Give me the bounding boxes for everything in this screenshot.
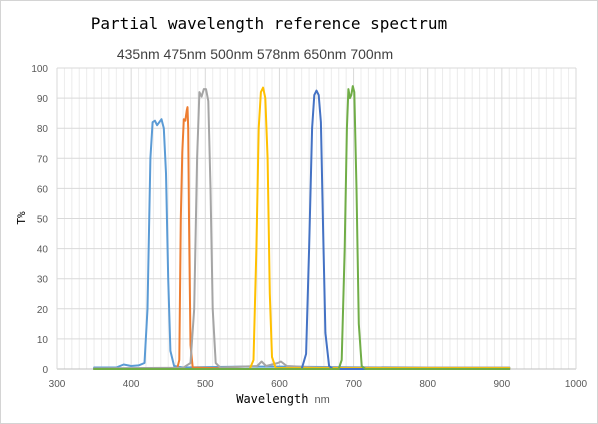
y-tick-label: 50 bbox=[37, 215, 49, 226]
y-axis-title: T% bbox=[15, 211, 28, 225]
y-tick-label: 80 bbox=[37, 124, 49, 135]
y-tick-label: 40 bbox=[37, 245, 49, 256]
y-tick-label: 60 bbox=[37, 184, 49, 195]
y-tick-label: 100 bbox=[31, 64, 48, 75]
x-tick-label: 800 bbox=[419, 379, 436, 390]
x-tick-label: 900 bbox=[494, 379, 511, 390]
chart-subtitle: 435nm 475nm 500nm 578nm 650nm 700nm bbox=[117, 46, 393, 62]
x-axis-label: Wavelength bbox=[236, 392, 308, 406]
series-group bbox=[93, 85, 511, 370]
x-tick-label: 500 bbox=[197, 379, 214, 390]
y-tick-label: 10 bbox=[37, 335, 49, 346]
y-tick-label: 0 bbox=[42, 365, 48, 376]
series-line-3 bbox=[93, 88, 511, 370]
x-tick-label: 400 bbox=[123, 379, 140, 390]
x-axis-title: Wavelength nm bbox=[236, 392, 330, 406]
x-tick-label: 700 bbox=[345, 379, 362, 390]
chart-title: Partial wavelength reference spectrum bbox=[91, 14, 447, 33]
axes: 0 10 20 30 40 50 60 70 80 90 100 300 400 500 600 700 800… bbox=[31, 64, 587, 390]
y-tick-label: 30 bbox=[37, 275, 49, 286]
grid bbox=[56, 67, 577, 370]
series-line-2 bbox=[93, 106, 511, 370]
x-tick-label: 600 bbox=[271, 379, 288, 390]
series-line-4 bbox=[93, 86, 511, 370]
x-tick-label: 1000 bbox=[565, 379, 588, 390]
y-tick-label: 20 bbox=[37, 305, 49, 316]
x-tick-label: 300 bbox=[49, 379, 66, 390]
y-tick-label: 70 bbox=[37, 154, 49, 165]
x-axis-unit: nm bbox=[314, 394, 329, 406]
series-line-6 bbox=[93, 85, 511, 370]
series-line-5 bbox=[93, 89, 511, 370]
y-tick-label: 90 bbox=[37, 94, 49, 105]
